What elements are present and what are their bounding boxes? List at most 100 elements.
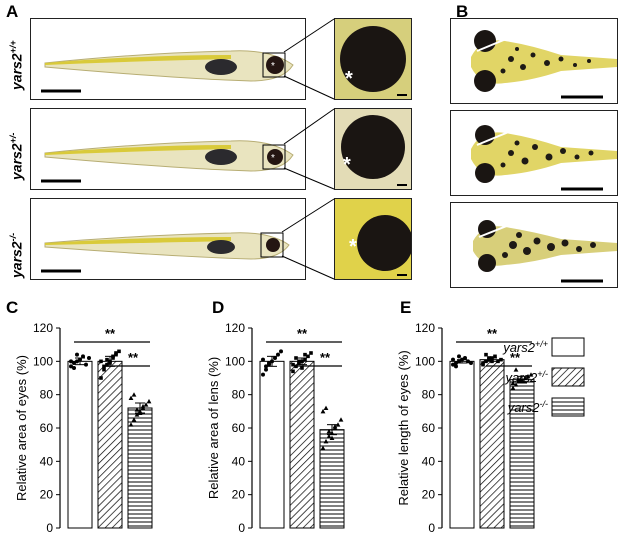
y-tick-label: 120	[225, 321, 245, 335]
data-point	[329, 430, 335, 435]
y-tick-label: 80	[422, 388, 436, 402]
data-point	[466, 359, 470, 364]
data-point	[131, 417, 137, 422]
data-point	[81, 354, 85, 359]
significance-label: **	[320, 350, 331, 365]
panel-label-b: B	[456, 2, 469, 21]
bar	[509, 379, 535, 529]
data-point	[323, 438, 329, 444]
significance-label: **	[487, 326, 498, 341]
y-tick-label: 40	[422, 454, 436, 468]
panel-label-c: C	[6, 298, 19, 317]
y-tick-label: 100	[415, 354, 435, 368]
data-point	[519, 378, 525, 384]
data-point	[329, 435, 335, 440]
legend-swatch	[551, 367, 585, 387]
data-point	[300, 366, 304, 370]
data-point	[105, 357, 109, 362]
data-point	[525, 373, 531, 379]
legend-label-sup: -/-	[540, 399, 549, 409]
data-point	[291, 362, 295, 367]
y-tick-label: 20	[422, 488, 436, 502]
data-point	[451, 357, 455, 362]
larva-lateral-drawing: *	[41, 50, 294, 93]
y-tick-label: 60	[422, 421, 436, 435]
y-axis-label: Relative length of eyes (%)	[396, 350, 411, 505]
legend: yars2+/+yars2+/-yars2-/-	[502, 337, 585, 417]
chart-e: 0 20 40 60 80 100 120 Relative length of eyes (…	[396, 321, 535, 535]
data-point	[528, 372, 534, 377]
eye-marker: *	[271, 61, 275, 72]
eye-marker: *	[345, 68, 353, 90]
y-tick-label: 100	[33, 354, 53, 368]
eye-zoom-drawing: *	[335, 19, 411, 99]
data-point	[294, 356, 298, 360]
data-point	[338, 417, 344, 422]
y-tick-label: 40	[40, 454, 54, 468]
data-point	[300, 359, 304, 364]
data-point	[84, 362, 88, 367]
y-tick-label: 60	[40, 421, 54, 435]
data-point	[102, 367, 106, 372]
eye-zoom-image-ko: *	[334, 198, 412, 280]
data-point	[264, 367, 268, 372]
y-axis-label: Relative area of lens (%)	[206, 357, 221, 499]
data-point	[490, 359, 494, 364]
data-point	[481, 362, 485, 367]
eye-marker: *	[349, 236, 357, 258]
panel-label-d: D	[212, 298, 225, 317]
bar	[127, 407, 153, 529]
y-tick-label: 40	[232, 454, 246, 468]
larva-lateral-drawing: *	[41, 140, 294, 183]
data-point	[264, 364, 268, 369]
data-point	[140, 403, 146, 409]
data-point	[332, 423, 338, 429]
data-point	[323, 405, 329, 410]
data-point	[279, 349, 283, 354]
data-point	[128, 395, 134, 400]
data-point	[75, 352, 79, 357]
bar	[97, 360, 123, 529]
y-tick-label: 20	[40, 488, 54, 502]
data-point	[326, 428, 332, 434]
eye-marker: *	[343, 154, 351, 176]
legend-label: yars2+/+	[502, 339, 548, 355]
chart-d: 0 20 40 60 80 100 120 Relative area of lens (%)…	[206, 321, 345, 535]
panel-label-a: A	[6, 2, 19, 21]
larva-dorsal-drawing	[471, 30, 617, 99]
legend-label-base: yars2	[504, 370, 538, 385]
eye-marker: *	[271, 153, 275, 164]
legend-swatch	[551, 337, 585, 357]
data-point	[78, 357, 82, 362]
bar	[449, 360, 475, 529]
data-point	[276, 352, 280, 357]
y-tick-label: 0	[428, 521, 435, 535]
legend-label-sup: +/-	[537, 369, 548, 379]
data-point	[487, 356, 491, 360]
data-point	[484, 352, 488, 357]
legend-label-base: yars2	[502, 340, 536, 355]
data-point	[454, 361, 458, 365]
significance-label: **	[128, 350, 139, 365]
data-point	[457, 359, 461, 364]
bar	[259, 360, 285, 529]
significance-label: **	[297, 326, 308, 341]
data-point	[320, 408, 326, 414]
bar	[319, 429, 345, 529]
data-point	[493, 354, 497, 359]
significance-label: **	[105, 326, 116, 341]
y-tick-label: 60	[232, 421, 246, 435]
y-axis-label: Relative area of eyes (%)	[14, 355, 29, 501]
data-point	[117, 349, 121, 354]
bar-charts: 0 20 40 60 80 100 120 Relative area of eyes (%)…	[14, 321, 585, 535]
data-point	[303, 357, 307, 362]
larva-lateral-image-het: *	[30, 108, 306, 190]
data-point	[297, 359, 301, 364]
data-point	[114, 351, 118, 355]
data-point	[516, 377, 522, 382]
y-tick-label: 80	[232, 388, 246, 402]
data-point	[451, 362, 455, 367]
y-tick-label: 20	[232, 488, 246, 502]
bar	[289, 360, 315, 529]
data-point	[303, 352, 307, 357]
